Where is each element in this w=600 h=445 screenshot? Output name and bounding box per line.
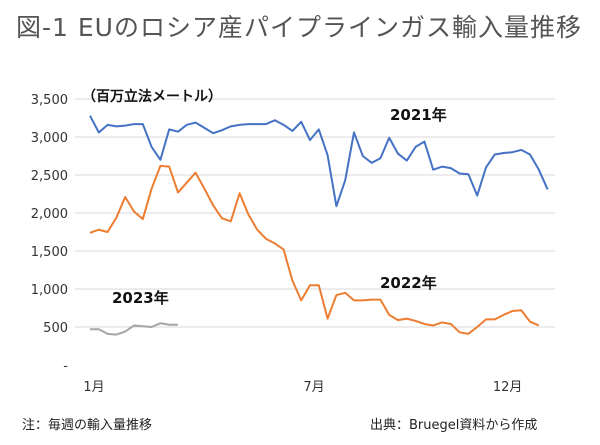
chart-title: 図-1 EUのロシア産パイプラインガス輸入量推移	[16, 13, 582, 42]
series-label: 2021年	[390, 106, 447, 124]
x-tick-label: 12月	[493, 380, 523, 395]
source-note: 出典：Bruegel資料から作成	[370, 418, 538, 433]
series-line-2021	[89, 115, 549, 208]
series-label: 2022年	[380, 274, 437, 292]
y-tick-label: 1,500	[31, 245, 68, 260]
y-tick-label: 2,500	[31, 169, 68, 184]
y-tick-label: 3,500	[31, 93, 68, 108]
y-tick-label: 1,000	[31, 283, 68, 298]
x-tick-label: 1月	[83, 380, 104, 395]
series-label: 2023年	[112, 289, 169, 307]
footnote: 注：毎週の輸入量推移	[22, 418, 153, 433]
x-tick-label: 7月	[303, 380, 324, 395]
y-tick-label: 500	[43, 321, 68, 336]
y-tick-label: 2,000	[31, 207, 68, 222]
series-line-2023	[90, 322, 178, 336]
y-tick-label: -	[63, 359, 68, 374]
series-line-2022	[89, 164, 540, 335]
unit-label: （百万立法メートル）	[82, 88, 222, 105]
y-tick-label: 3,000	[31, 131, 68, 146]
